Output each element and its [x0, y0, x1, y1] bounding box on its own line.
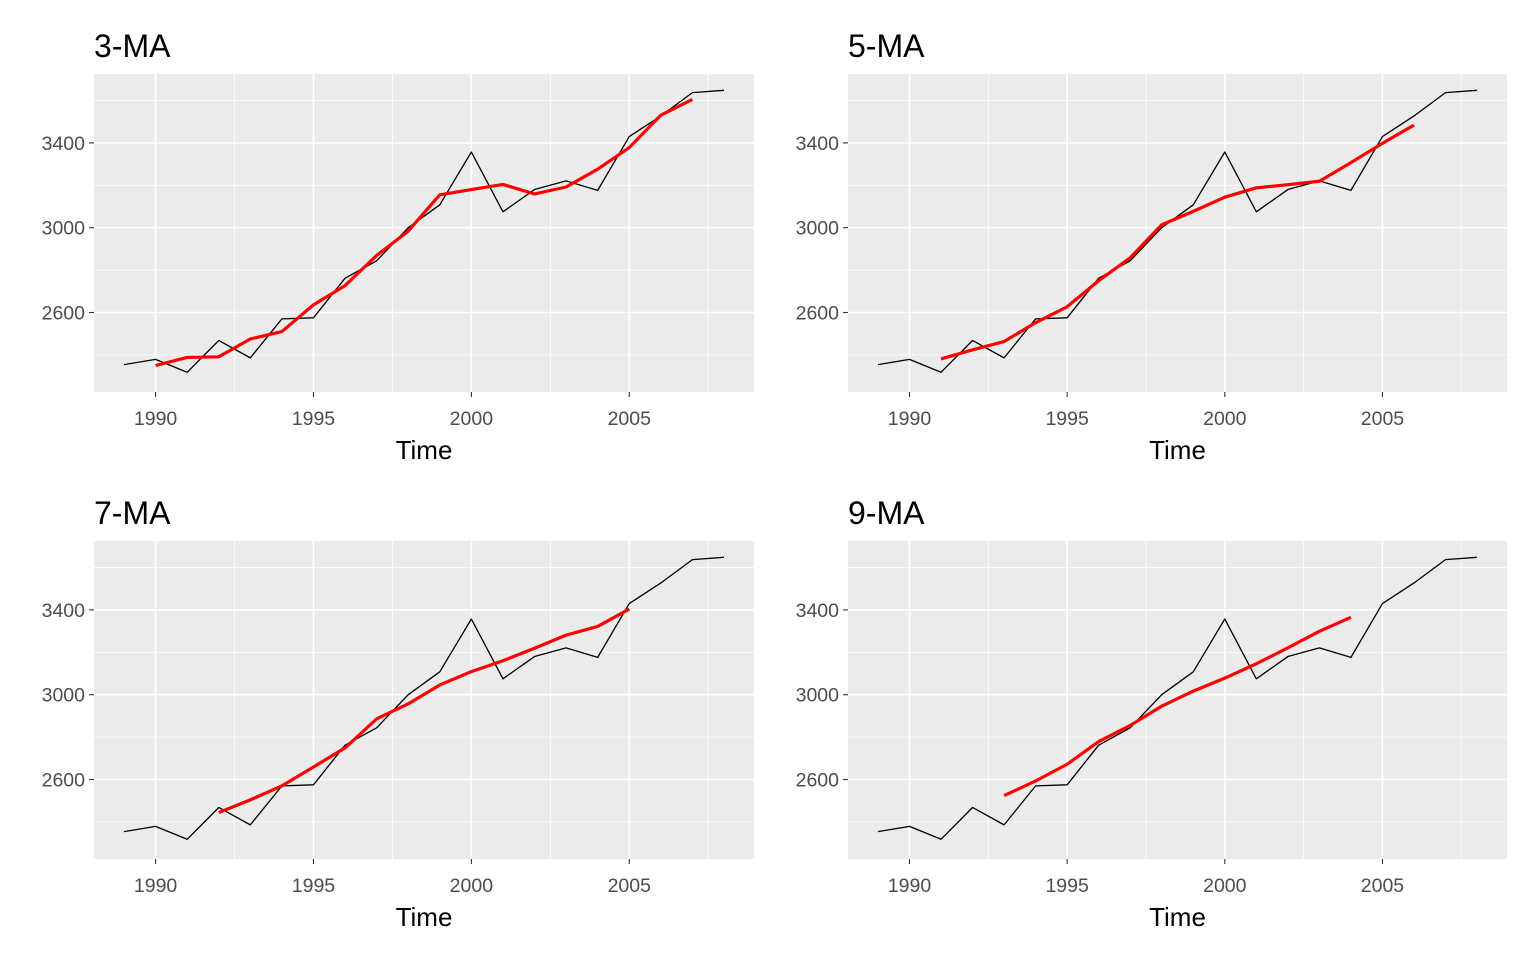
x-tick-label: 1995 — [292, 875, 336, 897]
data-series-line — [123, 89, 725, 373]
y-tick-label: 3000 — [796, 685, 840, 707]
x-tick-label: 2005 — [1361, 875, 1405, 897]
x-tick-label: 1990 — [888, 875, 932, 897]
x-axis-title: Time — [396, 435, 453, 465]
panel-7ma: 7-MA 1990 1995 2000 2005 2600 3000 3400 Time — [42, 495, 754, 932]
y-tick-label: 3400 — [796, 600, 840, 622]
y-tick-label: 3000 — [796, 218, 840, 240]
y-tick-label: 3000 — [42, 685, 86, 707]
panel-3ma: 3-MA 1990 1995 2000 2005 2600 3000 3400 Time — [42, 28, 754, 465]
x-tick-label: 1990 — [134, 408, 178, 430]
x-tick-label: 1990 — [134, 875, 178, 897]
y-tick-label: 3400 — [42, 600, 86, 622]
x-tick-label: 1990 — [888, 408, 932, 430]
x-tick-label: 2000 — [1203, 408, 1247, 430]
x-tick-label: 2000 — [450, 408, 494, 430]
plot-background — [94, 541, 754, 859]
x-tick-label: 1995 — [1045, 408, 1089, 430]
y-tick-label: 2600 — [796, 303, 840, 325]
moving-average-line — [1003, 615, 1352, 798]
panel-title: 3-MA — [94, 28, 171, 64]
y-tick-label: 3400 — [42, 133, 86, 155]
panel-title: 9-MA — [848, 495, 925, 531]
x-tick-label: 2000 — [450, 875, 494, 897]
moving-average-line — [218, 607, 631, 815]
x-tick-label: 1995 — [292, 408, 336, 430]
panel-9ma: 9-MA 1990 1995 2000 2005 2600 3000 3400 Time — [796, 495, 1507, 932]
panel-title: 7-MA — [94, 495, 171, 531]
y-tick-label: 2600 — [42, 303, 86, 325]
y-tick-label: 3000 — [42, 218, 86, 240]
x-axis-title: Time — [396, 902, 453, 932]
plot-background — [848, 74, 1507, 392]
data-series-line — [877, 556, 1478, 840]
x-tick-label: 2005 — [608, 875, 652, 897]
x-tick-label: 2000 — [1203, 875, 1247, 897]
panel-5ma: 5-MA 1990 1995 2000 2005 2600 3000 3400 Time — [796, 28, 1507, 465]
x-tick-label: 2005 — [608, 408, 652, 430]
y-tick-label: 3400 — [796, 133, 840, 155]
y-tick-label: 2600 — [796, 770, 840, 792]
moving-average-line — [155, 98, 694, 368]
x-tick-label: 2005 — [1361, 408, 1405, 430]
panel-title: 5-MA — [848, 28, 925, 64]
x-tick-label: 1995 — [1045, 875, 1089, 897]
y-tick-label: 2600 — [42, 770, 86, 792]
moving-average-line — [940, 123, 1415, 361]
x-axis-title: Time — [1149, 902, 1206, 932]
x-axis-title: Time — [1149, 435, 1206, 465]
